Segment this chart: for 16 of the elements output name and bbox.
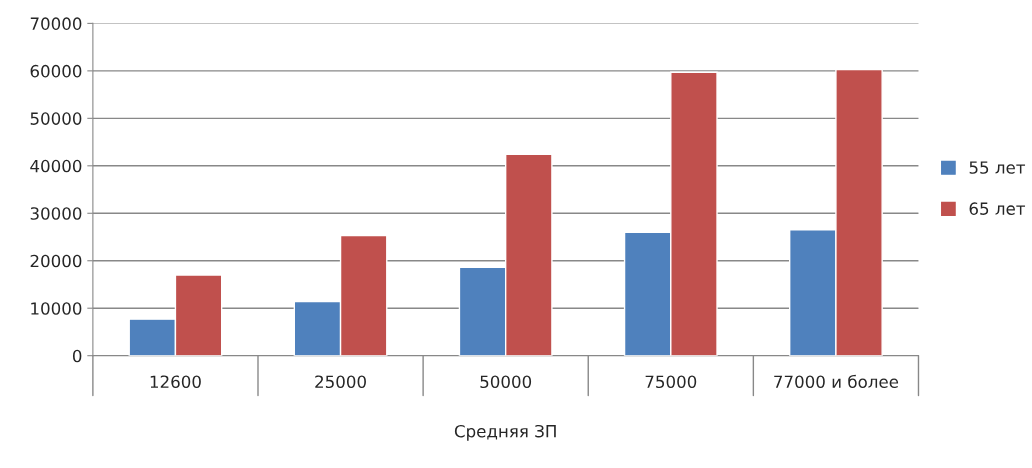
y-tick-label: 70000 (30, 17, 82, 30)
y-tick-label: 50000 (30, 112, 82, 125)
x-tick-label: 50000 (480, 375, 532, 389)
x-tick-label: 77000 и более (774, 374, 899, 389)
x-tick-label: 25000 (315, 375, 366, 389)
x-tick-label: 75000 (645, 375, 697, 389)
y-tick-label: 30000 (30, 207, 82, 220)
x-axis-title: Средняя ЗП (454, 424, 556, 441)
y-tick-label: 20000 (30, 254, 82, 268)
y-tick-label: 60000 (30, 64, 82, 78)
y-tick-label: 0 (72, 349, 82, 363)
y-tick-label: 10000 (31, 302, 82, 315)
y-tick-label: 40000 (30, 159, 82, 173)
legend-label: 55 лет (969, 161, 1026, 174)
legend-label: 65 лет (969, 202, 1026, 215)
x-tick-label: 12600 (150, 375, 201, 389)
